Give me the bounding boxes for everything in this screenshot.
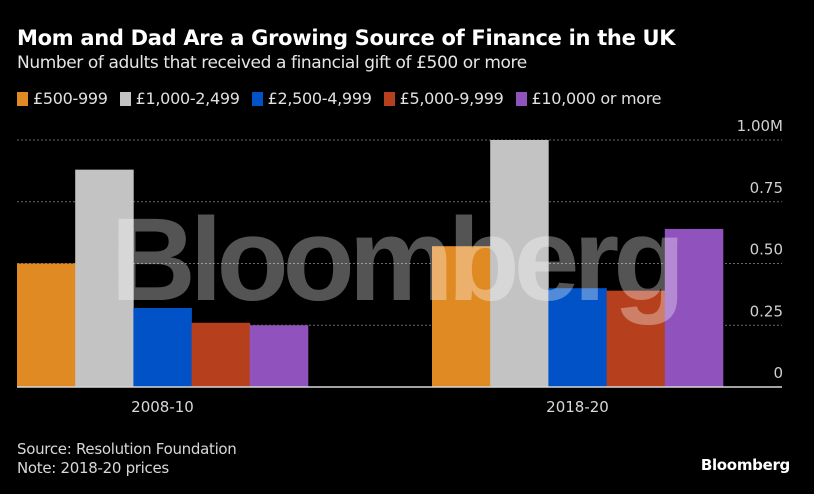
- bar-chart: Bloomberg 0 0.25 0.50 0.75 1.00M 2008-10 2018…: [17, 117, 783, 416]
- y-tick-label: 0.25: [750, 302, 783, 320]
- legend-swatch: [119, 91, 131, 106]
- bar: [490, 140, 549, 387]
- legend-swatch: [515, 91, 527, 106]
- chart-subtitle: Number of adults that received a financi…: [17, 53, 527, 73]
- bar: [191, 322, 251, 387]
- y-tick-label: 0.50: [750, 241, 783, 259]
- legend-item: £10,000 or more: [515, 89, 662, 108]
- legend-swatch: [251, 91, 263, 106]
- legend-label: £10,000 or more: [531, 89, 662, 108]
- bar: [664, 228, 724, 387]
- footer: Source: Resolution Foundation Note: 2018…: [17, 440, 237, 478]
- legend-label: £2,500-4,999: [267, 89, 372, 108]
- bar: [249, 325, 309, 387]
- bar: [17, 263, 76, 387]
- y-axis: 0 0.25 0.50 0.75 1.00M: [737, 117, 783, 382]
- source-note: Source: Resolution Foundation: [17, 440, 237, 458]
- bloomberg-logo: Bloomberg: [700, 456, 790, 474]
- chart-title: Mom and Dad Are a Growing Source of Fina…: [17, 26, 676, 50]
- bar: [432, 246, 491, 387]
- x-tick-label: 2018-20: [546, 398, 609, 416]
- legend-item: £5,000-9,999: [383, 89, 504, 108]
- x-tick-label: 2008-10: [131, 398, 194, 416]
- bars: [17, 140, 724, 387]
- y-tick-label: 1.00M: [737, 117, 783, 135]
- legend-swatch: [17, 91, 28, 106]
- bar: [133, 307, 192, 387]
- legend-item: £2,500-4,999: [251, 89, 372, 108]
- legend-swatch: [383, 91, 395, 106]
- legend: £500-999 £1,000-2,499 £2,500-4,999 £5,00…: [17, 89, 673, 108]
- watermark: Bloomberg: [111, 194, 680, 326]
- y-tick-label: 0.75: [750, 179, 783, 197]
- legend-label: £500-999: [33, 89, 108, 108]
- legend-label: £5,000-9,999: [399, 89, 504, 108]
- bar: [606, 290, 666, 387]
- legend-item: £1,000-2,499: [119, 89, 240, 108]
- legend-label: £1,000-2,499: [135, 89, 240, 108]
- x-axis: 2008-10 2018-20: [131, 398, 609, 416]
- bar: [548, 288, 607, 387]
- bar: [75, 169, 134, 387]
- price-note: Note: 2018-20 prices: [17, 459, 169, 477]
- legend-item: £500-999: [17, 89, 108, 108]
- y-tick-label: 0: [773, 364, 783, 382]
